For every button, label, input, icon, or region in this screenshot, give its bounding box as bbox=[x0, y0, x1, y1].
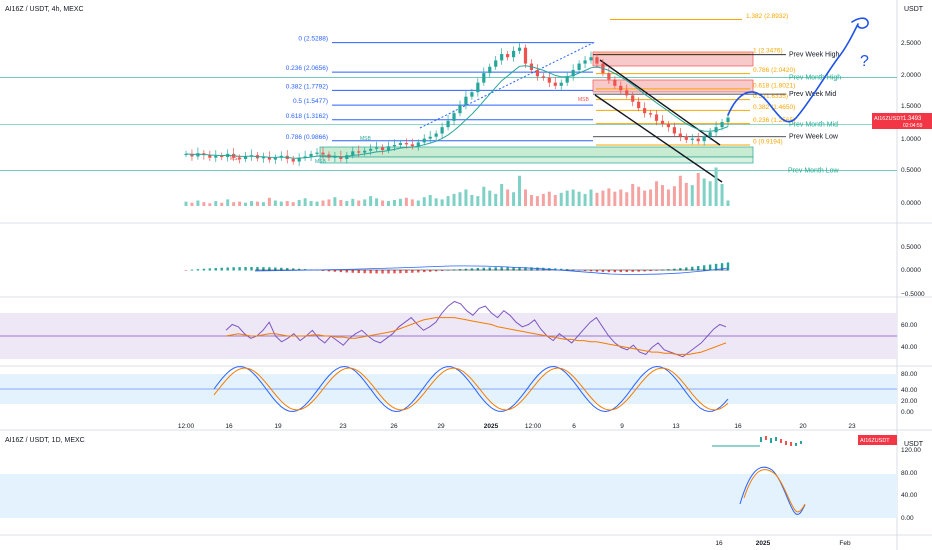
time-axis-tick: 23 bbox=[339, 423, 347, 430]
ref-level-label: Prev Month Low bbox=[788, 167, 840, 174]
ref-level-label: Prev Week High bbox=[789, 52, 840, 59]
bottom-chart-title: AI16Z / USDT, 1D, MEXC bbox=[5, 437, 85, 444]
price-badge-countdown: 02:04:59 bbox=[903, 123, 923, 129]
bottom-price-badge: AI16ZUSDT bbox=[858, 435, 897, 445]
price-axis-tick: 0.0000 bbox=[901, 200, 921, 207]
volume-bars bbox=[184, 167, 730, 206]
question-mark-annotation: ? bbox=[860, 53, 869, 70]
fib-label: 0.618 (1.3162) bbox=[286, 113, 328, 120]
time-axis-tick: 9 bbox=[620, 423, 624, 430]
time-axis-bottom-tick: Feb bbox=[839, 540, 851, 547]
price-axis-tick: 0.5000 bbox=[901, 244, 921, 251]
price-axis[interactable]: 2.5000 2.0000 1.5000 1.0000 0.5000 0.0000 0.50… bbox=[901, 40, 925, 522]
rsi-ma-line bbox=[225, 317, 727, 355]
demand-zone-2 bbox=[319, 156, 754, 164]
fib-label: 0.5 (1.5477) bbox=[293, 98, 328, 105]
price-axis-tick: 0.5000 bbox=[901, 167, 921, 174]
price-axis-tick: 120.00 bbox=[901, 447, 921, 454]
price-axis-tick: 0.00 bbox=[901, 515, 914, 522]
price-axis-tick: 2.0000 bbox=[901, 72, 921, 79]
price-axis-tick: 40.00 bbox=[901, 344, 918, 351]
price-badge-price: 1.3493 bbox=[903, 116, 922, 122]
daily-stoch-d bbox=[743, 469, 806, 513]
price-axis-tick: 80.00 bbox=[901, 371, 918, 378]
price-axis-tick: 20.00 bbox=[901, 398, 918, 405]
time-axis-tick: 19 bbox=[274, 423, 282, 430]
fib-label: 0.382 (1.7792) bbox=[286, 83, 328, 90]
channel-upper bbox=[599, 59, 721, 146]
price-axis-tick: −0.5000 bbox=[901, 291, 925, 298]
price-axis-tick: 1.5000 bbox=[901, 103, 921, 110]
price-axis-tick: 80.00 bbox=[901, 470, 918, 477]
channel-dotted bbox=[419, 41, 596, 129]
price-axis-tick: 1.0000 bbox=[901, 136, 921, 143]
trend-channel bbox=[419, 41, 723, 183]
price-axis-tick: 2.5000 bbox=[901, 40, 921, 47]
time-axis-tick: 16 bbox=[225, 423, 233, 430]
fib-ext-label: 1 (2.3476) bbox=[753, 48, 783, 55]
price-axis-tick: 40.00 bbox=[901, 387, 918, 394]
fib-ext-label: 0.786 (2.0420) bbox=[753, 67, 795, 74]
ref-level-label: Prev Month High bbox=[789, 75, 841, 82]
time-axis-tick: 2025 bbox=[484, 423, 499, 430]
demand-zone-1 bbox=[319, 146, 754, 158]
daily-candles bbox=[712, 436, 802, 447]
price-axis-tick: 60.00 bbox=[901, 322, 918, 329]
macd-histogram bbox=[184, 262, 730, 275]
time-axis-tick: 26 bbox=[390, 423, 398, 430]
stoch-d-line bbox=[213, 367, 729, 411]
msb-label-2: MSB bbox=[360, 136, 372, 142]
rsi-line bbox=[225, 300, 727, 358]
fib-ext-label: 0 (0.9194) bbox=[753, 139, 783, 146]
time-axis-bottom-tick: 16 bbox=[715, 540, 723, 547]
currency-label-bottom: USDT bbox=[904, 441, 924, 448]
price-axis-tick: 40.00 bbox=[901, 492, 918, 499]
time-axis-tick: 20 bbox=[799, 423, 807, 430]
price-axis-tick: 0.0000 bbox=[901, 267, 921, 274]
fib-extension: 1.382 (2.8932) 1 (2.3476) 0.786 (2.0420) 0.… bbox=[596, 13, 795, 146]
time-axis-tick: 12:00 bbox=[525, 423, 542, 430]
moving-average bbox=[185, 65, 729, 159]
fib-ext-label: 0.618 (1.8021) bbox=[753, 82, 795, 89]
fib-ext-label: 1.382 (2.8932) bbox=[746, 13, 788, 20]
fib-label: 0.786 (0.9866) bbox=[286, 134, 328, 141]
msb-label-1: MSB bbox=[230, 156, 242, 162]
msb-label-3: MSB bbox=[578, 97, 590, 103]
daily-stoch-band bbox=[0, 474, 897, 518]
time-axis-tick: 13 bbox=[672, 423, 680, 430]
msb-label-4: MSB bbox=[315, 159, 327, 165]
bottom-badge-symbol: AI16ZUSDT bbox=[860, 438, 890, 444]
fib-label: 0 (2.5288) bbox=[298, 36, 328, 43]
fib-ext-label: 0.5 (1.6335) bbox=[753, 93, 788, 100]
currency-label-top: USDT bbox=[904, 6, 924, 13]
projection-drawing bbox=[727, 17, 869, 123]
time-axis[interactable]: 12:00 16 19 23 26 29 2025 12:00 6 9 13 16 20 23 bbox=[178, 423, 856, 430]
price-badge-symbol: AI16ZUSDT bbox=[874, 116, 904, 122]
channel-lower bbox=[594, 94, 723, 183]
supply-zone-2 bbox=[592, 79, 754, 93]
supply-zone-1 bbox=[592, 51, 754, 67]
fib-ext-label: 0.382 (1.4650) bbox=[753, 104, 795, 111]
ref-level-label: Prev Week Low bbox=[789, 134, 839, 141]
fib-label: 0.236 (2.0656) bbox=[286, 65, 328, 72]
daily-stoch-k bbox=[739, 466, 806, 515]
top-chart-title: AI16Z / USDT, 4h, MEXC bbox=[5, 6, 84, 13]
time-axis-tick: 12:00 bbox=[178, 423, 195, 430]
time-axis-tick: 6 bbox=[572, 423, 576, 430]
time-axis-tick: 29 bbox=[437, 423, 445, 430]
price-axis-tick: 0.00 bbox=[901, 409, 914, 416]
time-axis-bottom[interactable]: 16 2025 Feb bbox=[715, 540, 851, 547]
fib-ext-label: 0.236 (1.2565) bbox=[753, 117, 795, 124]
time-axis-tick: 16 bbox=[734, 423, 742, 430]
fib-retracement: 0 (2.5288) 0.236 (2.0656) 0.382 (1.7792) 0.… bbox=[286, 36, 593, 142]
time-axis-bottom-tick: 2025 bbox=[756, 540, 771, 547]
ref-level-label: Prev Month Mid bbox=[789, 122, 838, 129]
time-axis-tick: 23 bbox=[848, 423, 856, 430]
price-badge: AI16ZUSDT 1.3493 02:04:59 bbox=[872, 113, 932, 129]
